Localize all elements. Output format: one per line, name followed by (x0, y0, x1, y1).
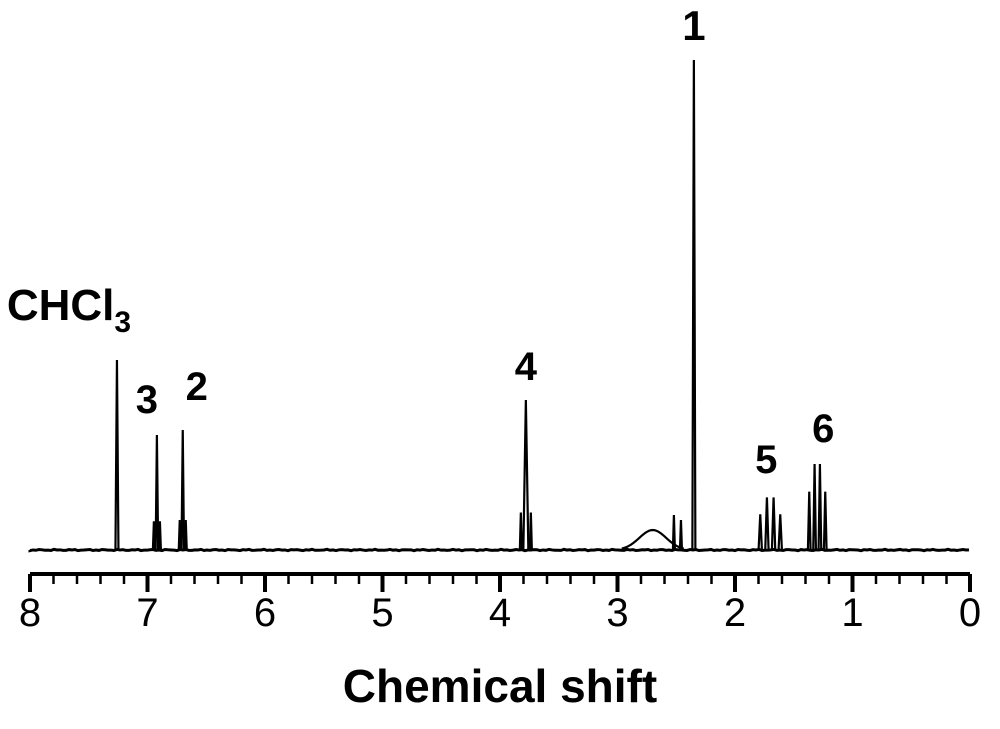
x-tick-label: 1 (841, 591, 863, 635)
x-tick-label: 3 (606, 591, 628, 635)
peak-label-p5: 5 (755, 438, 777, 482)
peak-label-p3: 3 (136, 378, 158, 422)
x-tick-label: 7 (136, 591, 158, 635)
x-tick-label: 8 (19, 591, 41, 635)
x-tick-label: 2 (724, 591, 746, 635)
nmr-spectrum-svg: 876543210Chemical shiftCHCl3324156 (0, 0, 1000, 729)
x-tick-label: 0 (959, 591, 981, 635)
x-tick-label: 5 (371, 591, 393, 635)
peak-label-p4: 4 (515, 345, 538, 389)
x-tick-label: 6 (254, 591, 276, 635)
peak-label-p1: 1 (682, 2, 705, 49)
x-axis-title: Chemical shift (343, 660, 657, 712)
nmr-spectrum-figure: 876543210Chemical shiftCHCl3324156 (0, 0, 1000, 729)
peak-label-p6: 6 (812, 407, 834, 451)
peak-label-p2: 2 (186, 365, 208, 409)
x-tick-label: 4 (489, 591, 511, 635)
